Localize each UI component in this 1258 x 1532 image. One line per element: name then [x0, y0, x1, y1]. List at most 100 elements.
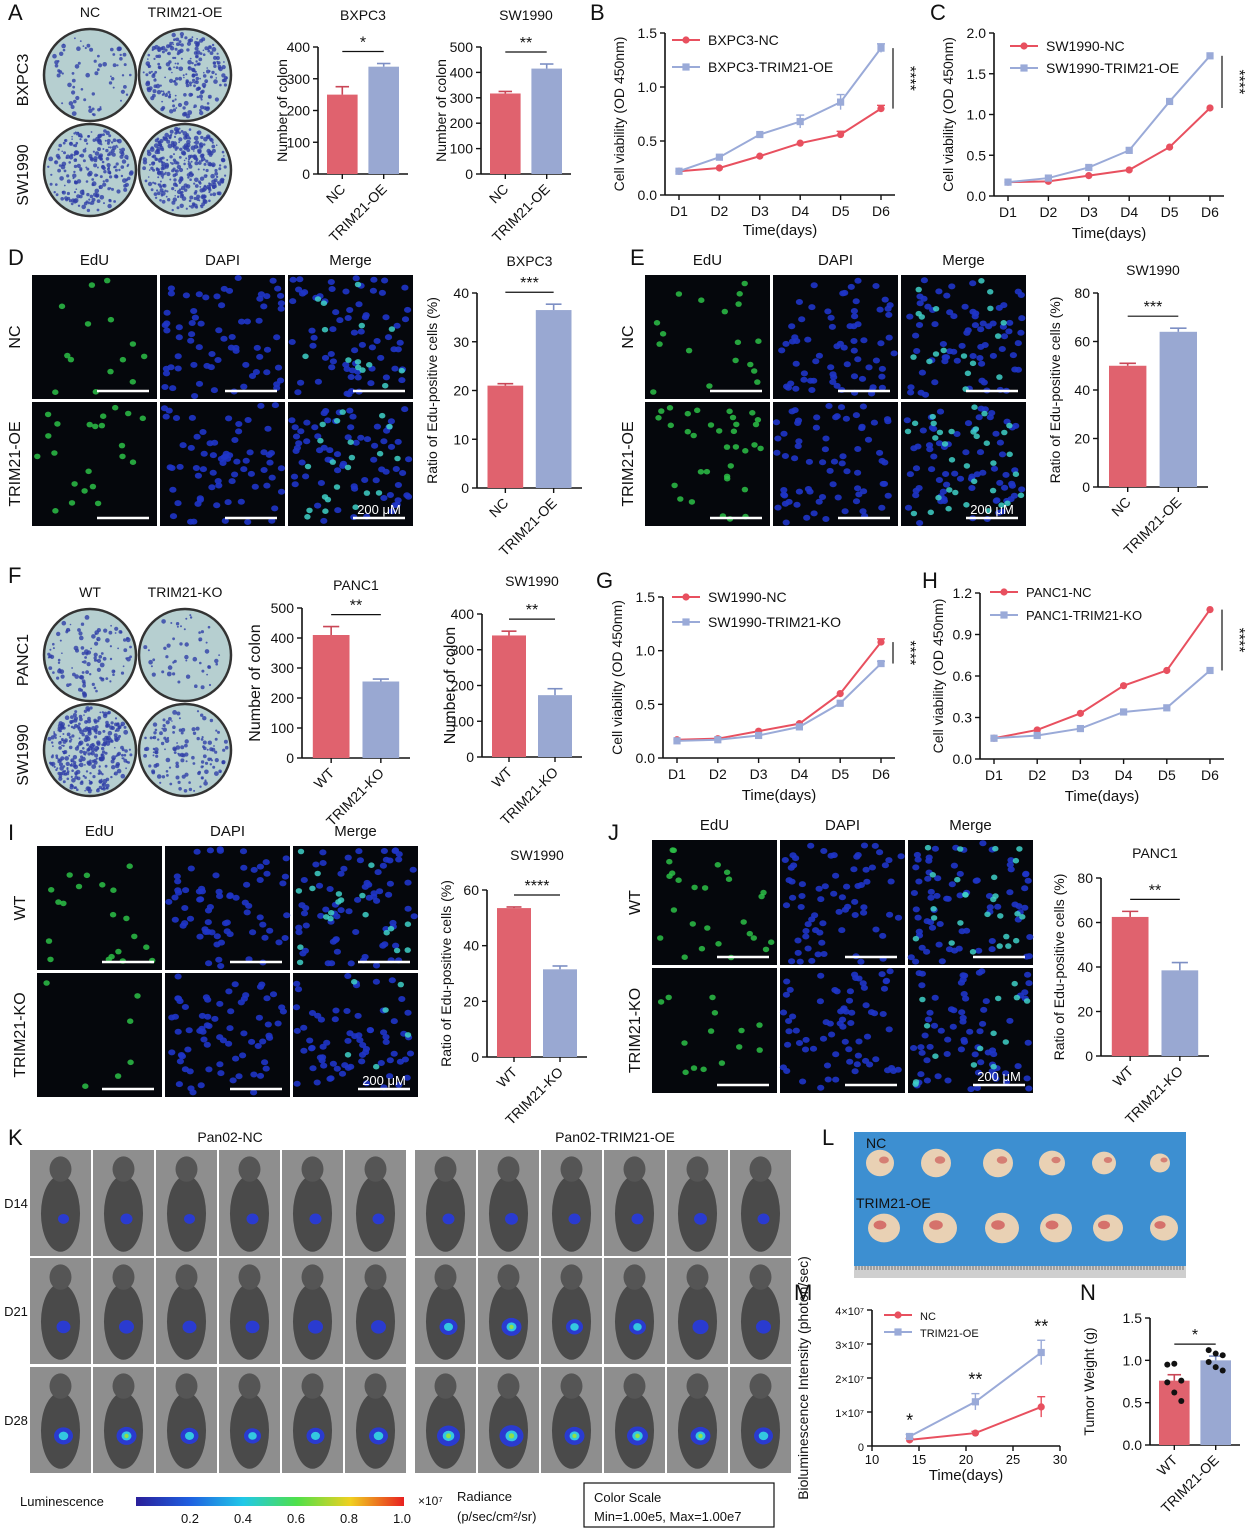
y-tick-label: 0.0	[1123, 1437, 1143, 1453]
nucleus	[187, 1085, 195, 1092]
colony	[210, 173, 215, 179]
signal-outer	[505, 1213, 518, 1225]
nucleus	[798, 893, 806, 899]
nucleus	[989, 320, 997, 327]
colony-row-label: PANC1	[15, 634, 32, 686]
colony	[114, 746, 116, 749]
edu-nucleus	[725, 876, 733, 882]
nucleus	[404, 905, 412, 912]
colony	[195, 726, 200, 731]
edu-nucleus	[989, 487, 997, 494]
mouse-head	[301, 1373, 324, 1399]
nucleus	[910, 1045, 918, 1051]
nucleus	[163, 309, 171, 316]
mouse-tile	[730, 1258, 791, 1364]
y-tick-label: 100	[450, 141, 474, 157]
edu-nucleus	[689, 921, 696, 927]
colony	[110, 775, 113, 779]
data-point	[877, 659, 885, 668]
colony	[202, 74, 207, 78]
edu-nucleus	[707, 422, 715, 428]
edu-nucleus	[368, 862, 375, 868]
colony	[162, 718, 166, 722]
colony	[189, 157, 192, 159]
fluor-tile	[901, 402, 1026, 526]
colony	[221, 73, 226, 78]
colony	[185, 207, 188, 210]
mouse-tile	[478, 1150, 539, 1256]
nucleus	[283, 912, 291, 919]
colony	[196, 194, 201, 199]
colony	[109, 187, 112, 190]
mouse-tile	[345, 1150, 406, 1256]
legend-label: PANC1-NC	[1026, 585, 1092, 600]
colony	[224, 76, 228, 80]
mouse-head	[623, 1264, 646, 1290]
x-tick-label: 20	[959, 1452, 973, 1467]
nucleus	[165, 407, 173, 414]
y-tick-label: 1.2	[953, 585, 973, 601]
mouse-head	[434, 1373, 457, 1399]
nucleus	[256, 863, 264, 870]
tumor-vessel	[1103, 1157, 1113, 1163]
colony	[94, 641, 99, 646]
nucleus	[195, 380, 204, 387]
nucleus	[808, 304, 816, 311]
nucleus	[372, 477, 380, 484]
colony	[117, 725, 121, 730]
nucleus	[928, 466, 936, 473]
edu-nucleus	[81, 488, 88, 494]
y-tick-label: 500	[271, 600, 295, 616]
edu-nucleus	[51, 450, 58, 456]
nucleus	[855, 1038, 863, 1045]
nucleus	[227, 344, 235, 351]
bar-wt	[497, 908, 531, 1057]
colony	[174, 47, 178, 51]
colony	[47, 736, 52, 741]
mouse-body	[614, 1175, 655, 1252]
mouse-tile	[730, 1150, 791, 1256]
nucleus	[271, 402, 279, 409]
mouse-head	[238, 1264, 261, 1290]
mouse-tile	[478, 1258, 539, 1364]
nucleus	[912, 906, 920, 913]
y-tick-label: 1.5	[1123, 1310, 1143, 1326]
colony	[93, 718, 97, 723]
fluor-col-label: DAPI	[825, 817, 860, 834]
nucleus	[950, 313, 958, 320]
edu-nucleus	[134, 993, 141, 999]
nucleus	[1014, 1063, 1022, 1070]
mouse-tile	[667, 1258, 728, 1364]
x-tick-label: D3	[1080, 204, 1098, 220]
nucleus	[845, 1046, 853, 1053]
colony	[96, 208, 100, 212]
nucleus	[297, 379, 305, 386]
colony	[123, 184, 127, 188]
signal-outer	[246, 1213, 259, 1225]
significance-mark: **	[1034, 1316, 1048, 1336]
colony	[209, 51, 214, 55]
colony	[76, 725, 81, 729]
colony	[115, 754, 118, 758]
colony	[89, 706, 93, 710]
colony	[169, 161, 172, 164]
nucleus	[298, 459, 306, 466]
nucleus	[257, 402, 265, 409]
panel-letter-k: K	[8, 1125, 23, 1150]
nucleus	[308, 1010, 317, 1016]
colony-dish	[42, 27, 138, 123]
colony	[98, 185, 101, 188]
nucleus	[859, 403, 868, 410]
edu-nucleus	[984, 911, 991, 918]
edu-nucleus	[732, 444, 740, 450]
edu-nucleus	[1014, 911, 1021, 917]
nucleus	[931, 845, 940, 852]
data-point	[795, 723, 803, 731]
colony	[110, 141, 114, 144]
nucleus	[881, 296, 889, 303]
edu-nucleus	[756, 1047, 763, 1053]
colony	[71, 778, 76, 783]
colony	[96, 68, 100, 72]
colony	[84, 147, 87, 150]
